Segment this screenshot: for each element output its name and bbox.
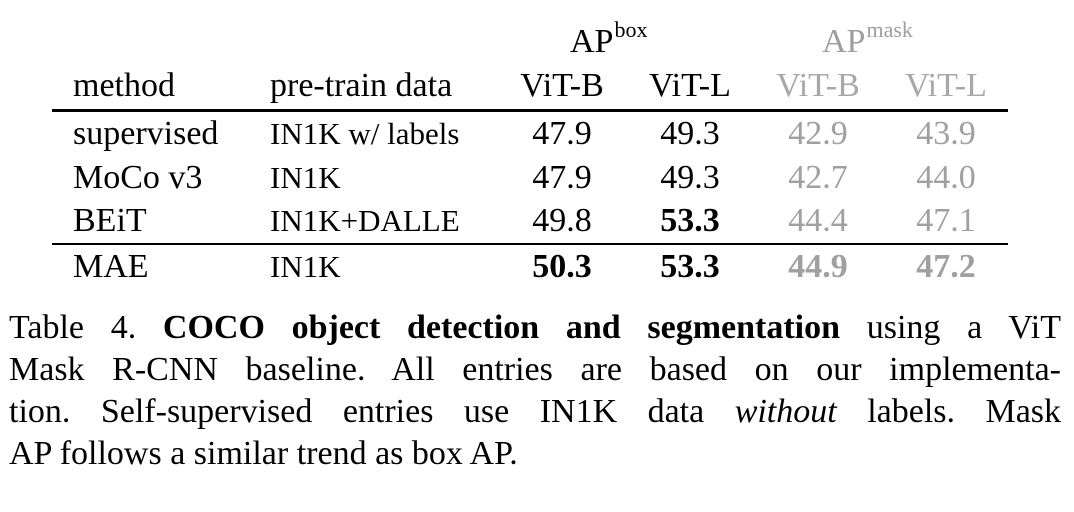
table-row: supervised IN1K w/ labels 47.9 49.3 42.9… bbox=[52, 112, 1008, 156]
cell-pretrain: IN1K bbox=[270, 160, 341, 195]
table-row: BEiT IN1K+DALLE 49.8 53.3 44.4 47.1 bbox=[52, 199, 1008, 243]
cell-box-vitb: 49.8 bbox=[532, 202, 592, 239]
column-header-pretrain: pre-train data bbox=[270, 67, 453, 104]
cell-box-vitb: 47.9 bbox=[532, 115, 592, 152]
caption-title: COCO object detection and segmentation bbox=[162, 309, 841, 346]
group-header-ap-box: APbox bbox=[570, 17, 647, 65]
cell-mask-vitl: 47.2 bbox=[916, 248, 976, 285]
column-header-box-vitb: ViT-B bbox=[520, 67, 604, 104]
cell-pretrain: IN1K+DALLE bbox=[270, 203, 460, 238]
cell-mask-vitl: 43.9 bbox=[916, 115, 976, 152]
cell-mask-vitb: 42.7 bbox=[788, 159, 848, 196]
cell-pretrain: IN1K w/ labels bbox=[270, 116, 460, 151]
caption-line-2: Mask R-CNN baseline. All entries are bas… bbox=[9, 349, 1061, 391]
table-caption: Table 4. COCO object detection and segme… bbox=[9, 307, 1061, 475]
mae-separator-rule bbox=[52, 243, 1008, 245]
cell-pretrain: IN1K bbox=[270, 249, 341, 284]
cell-method: BEiT bbox=[73, 202, 147, 239]
group-header-ap-mask: APmask bbox=[822, 17, 913, 65]
cell-box-vitl: 53.3 bbox=[660, 248, 720, 285]
cell-method: MAE bbox=[73, 248, 149, 285]
column-header-row: method pre-train data ViT-B ViT-L ViT-B … bbox=[52, 64, 1008, 108]
cell-mask-vitl: 44.0 bbox=[916, 159, 976, 196]
cell-box-vitb: 50.3 bbox=[532, 248, 592, 285]
caption-text-2: Mask R-CNN baseline. All entries are bas… bbox=[9, 351, 1061, 388]
group-header-box-sup: box bbox=[614, 17, 648, 42]
column-header-method: method bbox=[73, 67, 175, 104]
caption-text-3a: tion. Self-supervised entries use IN1K d… bbox=[9, 393, 705, 430]
caption-label: Table 4. bbox=[9, 309, 137, 346]
cell-box-vitl: 49.3 bbox=[660, 115, 720, 152]
cell-method: MoCo v3 bbox=[73, 159, 203, 196]
cell-mask-vitb: 44.9 bbox=[788, 248, 848, 285]
caption-emphasis-without: without bbox=[734, 393, 837, 430]
cell-box-vitl: 53.3 bbox=[660, 202, 720, 239]
results-table: APbox APmask method pre-train data ViT-B… bbox=[52, 12, 1008, 287]
cell-mask-vitl: 47.1 bbox=[916, 202, 976, 239]
column-header-mask-vitl: ViT-L bbox=[905, 67, 987, 104]
caption-text-4: AP follows a similar trend as box AP. bbox=[9, 435, 518, 472]
column-header-box-vitl: ViT-L bbox=[649, 67, 731, 104]
cell-mask-vitb: 42.9 bbox=[788, 115, 848, 152]
caption-text-1: using a ViT bbox=[866, 309, 1061, 346]
table-row: MoCo v3 IN1K 47.9 49.3 42.7 44.0 bbox=[52, 156, 1008, 200]
caption-line-1: Table 4. COCO object detection and segme… bbox=[9, 307, 1061, 349]
cell-mask-vitb: 44.4 bbox=[788, 202, 848, 239]
caption-line-4: AP follows a similar trend as box AP. bbox=[9, 433, 1061, 475]
table-row: MAE IN1K 50.3 53.3 44.9 47.2 bbox=[52, 245, 1008, 289]
group-header-mask-base: AP bbox=[822, 23, 866, 60]
cell-box-vitl: 49.3 bbox=[660, 159, 720, 196]
group-header-box-base: AP bbox=[570, 23, 614, 60]
cell-method: supervised bbox=[73, 115, 219, 152]
header-rule bbox=[52, 109, 1008, 112]
caption-line-3: tion. Self-supervised entries use IN1K d… bbox=[9, 391, 1061, 433]
column-header-mask-vitb: ViT-B bbox=[776, 67, 860, 104]
caption-text-3b: labels. Mask bbox=[867, 393, 1062, 430]
cell-box-vitb: 47.9 bbox=[532, 159, 592, 196]
group-header-mask-sup: mask bbox=[866, 17, 913, 42]
